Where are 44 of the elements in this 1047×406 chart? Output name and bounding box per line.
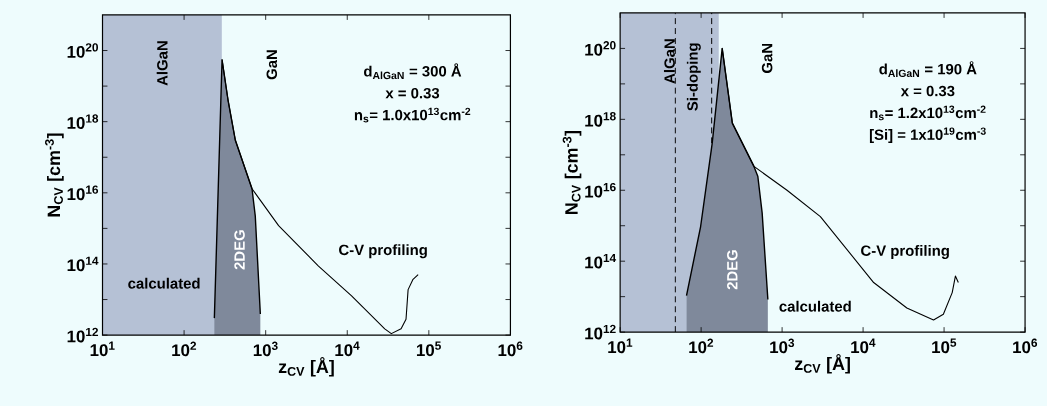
annotation: 2DEG xyxy=(727,250,738,290)
y-tick-label: 10$^{16}$ xyxy=(67,185,99,201)
annotation: C-V profiling xyxy=(861,245,949,260)
y-tick-label: 10$^{20}$ xyxy=(585,41,616,56)
x-tick-label: 10$^{2}$ xyxy=(689,338,714,354)
y-tick-label: 10$^{18}$ xyxy=(585,112,616,127)
y-tick-label: 10$^{18}$ xyxy=(67,114,99,130)
annotation: calculated xyxy=(128,277,200,289)
annotation: GaN xyxy=(761,43,773,74)
annotation: d$_{AlGaN}$ = 300 Å xyxy=(364,63,462,80)
annotation: C-V profiling xyxy=(339,244,427,259)
annotation: 2DEG xyxy=(234,230,245,270)
x-tick-label: 10$^{2}$ xyxy=(172,341,197,357)
x-tick-label: 10$^{1}$ xyxy=(608,338,633,354)
annotation: n$_{s}$= 1.0x10$^{13}$cm$^{-2}$ xyxy=(354,107,471,123)
x-tick-label: 10$^{4}$ xyxy=(851,338,876,354)
annotation: [Si] = 1x10$^{19}$cm$^{-3}$ xyxy=(869,127,986,143)
y-tick-label: 10$^{16}$ xyxy=(585,182,616,198)
y-tick-label: 10$^{14}$ xyxy=(585,253,617,269)
x-tick-label: 10$^{1}$ xyxy=(90,341,115,357)
x-tick-label: 10$^{4}$ xyxy=(335,341,360,357)
y-axis-title: N$_{CV}$ [cm$^{-3}$] xyxy=(45,133,64,217)
annotation: Si-doping xyxy=(686,43,701,111)
band-label: AlGaN xyxy=(663,39,675,84)
annotation: x = 0.33 xyxy=(385,87,440,99)
x-tick-label: 10$^{5}$ xyxy=(932,338,957,354)
band-label: AlGaN xyxy=(156,41,168,86)
x-axis-title: z$_{CV}$ [Å] xyxy=(278,357,334,377)
y-tick-label: 10$^{14}$ xyxy=(67,256,99,272)
x-tick-label: 10$^{6}$ xyxy=(1013,338,1038,354)
y-tick-label: 10$^{12}$ xyxy=(67,327,99,343)
x-tick-label: 10$^{5}$ xyxy=(416,341,441,357)
annotation: x = 0.33 xyxy=(900,85,955,97)
x-tick-label: 10$^{3}$ xyxy=(770,338,795,354)
annotation: n$_{s}$= 1.2x10$^{13}$cm$^{-2}$ xyxy=(870,105,986,121)
x-tick-label: 10$^{3}$ xyxy=(253,341,278,357)
x-tick-label: 10$^{6}$ xyxy=(498,341,523,357)
annotation: calculated xyxy=(779,300,851,312)
x-axis-title: z$_{CV}$ [Å] xyxy=(795,354,850,374)
y-tick-label: 10$^{20}$ xyxy=(67,43,99,58)
annotation: GaN xyxy=(266,50,278,80)
annotation: d$_{AlGaN}$ = 190 Å xyxy=(879,61,977,78)
y-axis-title: N$_{CV}$ [cm$^{-3}$] xyxy=(562,130,582,214)
y-tick-label: 10$^{12}$ xyxy=(585,324,616,340)
